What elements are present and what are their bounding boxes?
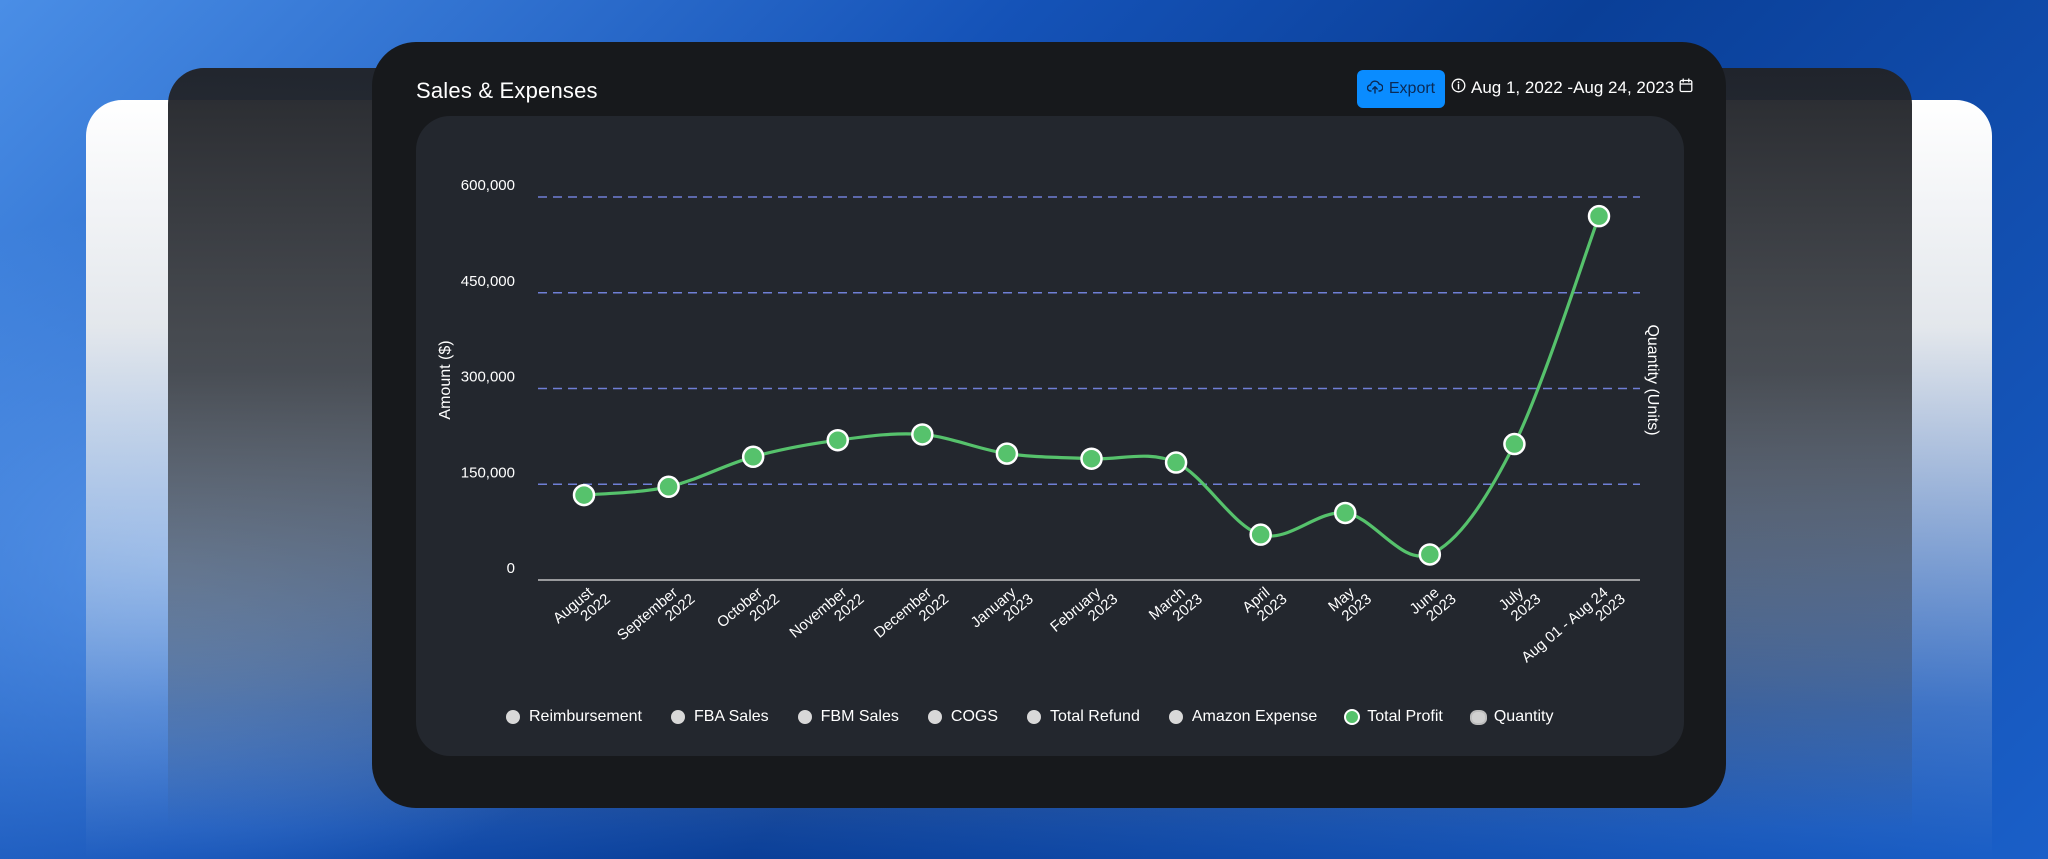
calendar-icon bbox=[1679, 78, 1693, 98]
y2-axis-label: Quantity (Units) bbox=[1644, 324, 1661, 435]
chart-panel bbox=[416, 116, 1684, 756]
y-tick-label: 600,000 bbox=[461, 177, 515, 194]
data-point[interactable] bbox=[1334, 501, 1357, 525]
data-point[interactable] bbox=[1503, 432, 1526, 456]
chart-legend: Reimbursement FBA Sales FBM Sales COGS T… bbox=[506, 708, 1553, 726]
y-tick-label: 300,000 bbox=[461, 369, 515, 386]
card-title: Sales & Expenses bbox=[416, 78, 598, 103]
legend-marker bbox=[1027, 710, 1042, 724]
legend-label: Amazon Expense bbox=[1191, 708, 1318, 725]
data-point[interactable] bbox=[995, 442, 1019, 465]
legend-marker bbox=[1168, 710, 1183, 724]
legend-marker bbox=[670, 710, 685, 724]
data-point[interactable] bbox=[572, 483, 596, 507]
data-point[interactable] bbox=[657, 475, 680, 499]
data-point[interactable] bbox=[1080, 447, 1103, 470]
data-point[interactable] bbox=[826, 428, 849, 452]
legend-label: Quantity bbox=[1493, 708, 1554, 725]
legend-marker bbox=[797, 710, 812, 724]
cloud-upload-icon bbox=[1366, 80, 1384, 99]
date-range-picker[interactable]: Aug 1, 2022 -Aug 24, 2023 bbox=[1451, 78, 1693, 98]
legend-marker bbox=[506, 710, 520, 724]
y-tick-label: 150,000 bbox=[461, 464, 515, 481]
data-point[interactable] bbox=[911, 423, 934, 446]
legend-marker bbox=[1346, 711, 1359, 723]
series-total-profit bbox=[572, 204, 1611, 566]
legend-marker bbox=[1471, 711, 1485, 723]
legend-label: FBA Sales bbox=[693, 708, 769, 725]
legend-label: Total Profit bbox=[1367, 708, 1443, 725]
legend-item-amazon-expense[interactable]: Amazon Expense bbox=[1168, 708, 1318, 726]
legend-marker bbox=[927, 710, 942, 724]
y-tick-label: 0 bbox=[507, 560, 515, 577]
export-button[interactable]: Export bbox=[1357, 70, 1445, 108]
legend-item-total-profit[interactable]: Total Profit bbox=[1346, 708, 1443, 726]
grid-lines bbox=[538, 196, 1640, 581]
data-point[interactable] bbox=[1249, 523, 1272, 546]
legend-item-reimbursement[interactable]: Reimbursement bbox=[506, 708, 642, 726]
data-point[interactable] bbox=[1418, 543, 1442, 566]
date-range-text: Aug 1, 2022 -Aug 24, 2023 bbox=[1471, 78, 1675, 97]
legend-item-fbm-sales[interactable]: FBM Sales bbox=[797, 708, 899, 726]
legend-item-quantity[interactable]: Quantity bbox=[1471, 708, 1554, 726]
y-tick-label: 450,000 bbox=[461, 273, 515, 290]
y-axis-ticks: 0 150,000 300,000 450,000 600,000 bbox=[461, 177, 515, 577]
series-line bbox=[582, 214, 1601, 558]
legend-label: COGS bbox=[950, 708, 999, 725]
legend-label: FBM Sales bbox=[820, 708, 899, 725]
legend-label: Reimbursement bbox=[529, 708, 642, 725]
data-point[interactable] bbox=[1164, 451, 1188, 474]
data-point[interactable] bbox=[741, 445, 765, 469]
info-icon bbox=[1451, 78, 1466, 98]
y-axis-label: Amount ($) bbox=[437, 340, 454, 419]
legend-item-fba-sales[interactable]: FBA Sales bbox=[670, 708, 769, 726]
legend-item-total-refund[interactable]: Total Refund bbox=[1027, 708, 1140, 726]
data-point[interactable] bbox=[1587, 204, 1611, 228]
export-label: Export bbox=[1388, 80, 1436, 97]
legend-item-cogs[interactable]: COGS bbox=[927, 708, 999, 726]
legend-label: Total Refund bbox=[1050, 708, 1140, 725]
